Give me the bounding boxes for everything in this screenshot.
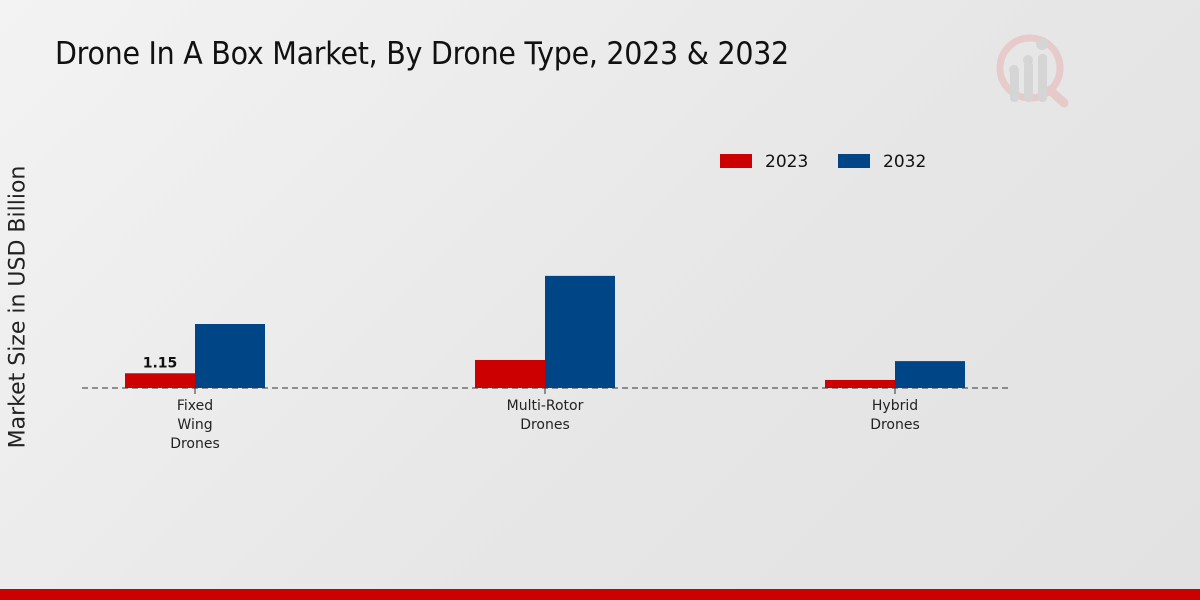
- footer-bar: [0, 589, 1200, 600]
- x-tick-label: Wing: [177, 417, 212, 433]
- x-tick-label: Fixed: [177, 398, 213, 414]
- bar-2032-2: [895, 361, 965, 388]
- legend-label-2023: 2023: [765, 152, 808, 172]
- x-tick-label: Multi-Rotor: [507, 398, 584, 414]
- legend-swatch-2023: [720, 154, 752, 168]
- bar-2023-1: [475, 359, 545, 388]
- x-tick-label: Drones: [870, 417, 920, 433]
- x-tick-label: Drones: [520, 417, 570, 433]
- legend-label-2032: 2032: [883, 152, 926, 172]
- x-tick-label: Hybrid: [872, 398, 918, 414]
- bar-2032-0: [195, 324, 265, 388]
- x-tick-label: Drones: [170, 436, 220, 452]
- bar-2023-2: [825, 379, 895, 388]
- bar-2032-1: [545, 275, 615, 388]
- watermark-logo-icon: [996, 34, 1069, 108]
- data-label: 1.15: [143, 355, 178, 371]
- legend-swatch-2032: [838, 154, 870, 168]
- chart-title: Drone In A Box Market, By Drone Type, 20…: [55, 36, 789, 72]
- bar-2023-0: [125, 373, 195, 388]
